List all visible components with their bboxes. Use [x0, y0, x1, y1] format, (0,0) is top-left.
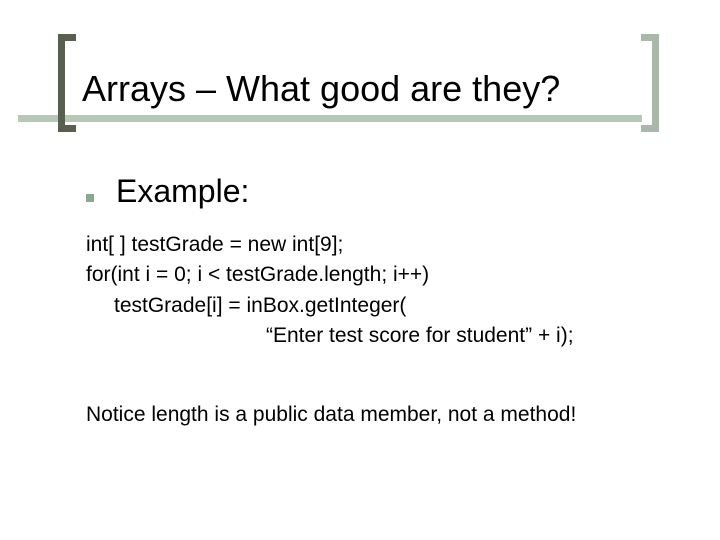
code-line-4: “Enter test score for student” + i);	[86, 321, 574, 351]
slide-title: Arrays – What good are they?	[82, 68, 560, 110]
code-line-2: for(int i = 0; i < testGrade.length; i++…	[86, 260, 574, 290]
code-line-1: int[ ] testGrade = new int[9];	[86, 230, 574, 260]
title-underline	[18, 115, 642, 122]
left-bracket	[58, 34, 76, 132]
example-heading: Example:	[116, 173, 249, 210]
code-block: int[ ] testGrade = new int[9]; for(int i…	[86, 230, 574, 352]
note-text: Notice length is a public data member, n…	[86, 400, 626, 430]
bullet-icon	[86, 194, 94, 202]
code-line-3: testGrade[i] = inBox.getInteger(	[86, 291, 574, 321]
right-bracket	[641, 34, 659, 132]
